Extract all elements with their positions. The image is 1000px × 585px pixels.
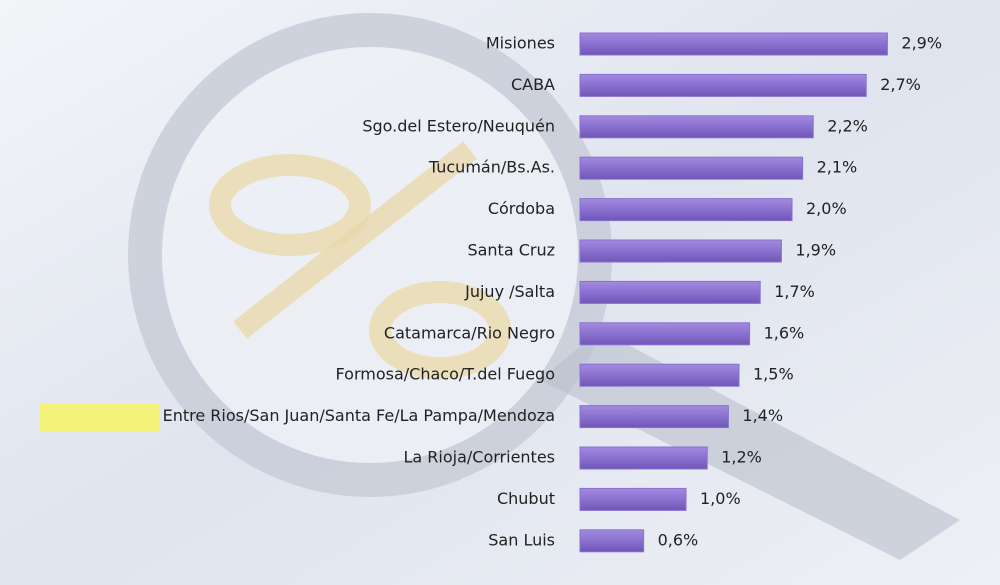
value-label: 2,7% <box>880 75 921 94</box>
value-label: 1,6% <box>764 323 805 342</box>
bar <box>579 529 645 553</box>
magnifier-handle <box>540 330 960 560</box>
value-label: 2,9% <box>901 34 942 53</box>
category-label: Tucumán/Bs.As. <box>428 158 555 177</box>
bar <box>579 239 782 263</box>
bar <box>579 280 761 304</box>
bar <box>579 115 814 139</box>
value-label: 2,2% <box>827 116 868 135</box>
bar <box>579 198 793 222</box>
category-label: La Rioja/Corrientes <box>403 448 555 467</box>
value-label: 1,4% <box>742 406 783 425</box>
category-label: Chubut <box>497 489 555 508</box>
category-label: Misiones <box>486 34 555 53</box>
value-label: 2,0% <box>806 199 847 218</box>
value-label: 1,9% <box>795 241 836 260</box>
highlight <box>40 404 160 432</box>
percent-decor <box>233 141 477 339</box>
category-label: Córdoba <box>488 199 555 218</box>
value-label: 1,5% <box>753 365 794 384</box>
bar <box>579 32 888 56</box>
category-label: Entre Rios/San Juan/Santa Fe/La Pampa/Me… <box>163 406 555 425</box>
percent-decor <box>369 281 511 379</box>
category-label: Jujuy /Salta <box>464 282 555 301</box>
category-label: Sgo.del Estero/Neuquén <box>362 116 555 135</box>
category-label: Santa Cruz <box>467 241 555 260</box>
bar <box>579 73 867 97</box>
bar <box>579 446 708 470</box>
category-label: Formosa/Chaco/T.del Fuego <box>336 365 555 384</box>
category-label: San Luis <box>488 530 555 549</box>
value-label: 1,2% <box>721 448 762 467</box>
value-label: 1,7% <box>774 282 815 301</box>
value-label: 1,0% <box>700 489 741 508</box>
bar <box>579 487 687 511</box>
value-label: 2,1% <box>817 158 858 177</box>
bar <box>579 322 751 346</box>
value-label: 0,6% <box>658 530 699 549</box>
category-label: CABA <box>511 75 555 94</box>
bar <box>579 156 804 180</box>
bar <box>579 363 740 387</box>
category-label: Catamarca/Rio Negro <box>384 323 555 342</box>
bar <box>579 405 729 429</box>
percent-decor <box>209 154 371 256</box>
